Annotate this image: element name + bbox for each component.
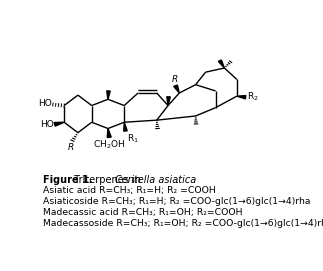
Text: Asiatic acid R=CH₃; R₁=H; R₂ =COOH: Asiatic acid R=CH₃; R₁=H; R₂ =COOH <box>43 186 216 195</box>
Text: R$_1$: R$_1$ <box>127 133 139 145</box>
Text: Triterpenes in: Triterpenes in <box>71 175 144 185</box>
Polygon shape <box>174 85 179 93</box>
Text: R$_2$: R$_2$ <box>247 91 259 104</box>
Polygon shape <box>218 60 224 68</box>
Polygon shape <box>237 96 246 99</box>
Text: .: . <box>176 175 179 185</box>
Text: R: R <box>67 143 74 152</box>
Text: HO: HO <box>40 120 54 129</box>
Text: Centella asiatica: Centella asiatica <box>116 175 197 185</box>
Text: Madecassic acid R=CH₃; R₁=OH; R₂=COOH: Madecassic acid R=CH₃; R₁=OH; R₂=COOH <box>43 208 242 217</box>
Text: HO: HO <box>38 99 52 108</box>
Polygon shape <box>54 122 64 126</box>
Polygon shape <box>167 97 170 105</box>
Text: Figure 1.: Figure 1. <box>43 175 92 185</box>
Text: Asiaticoside R=CH₃; R₁=H; R₂ =COO-glc(1→6)glc(1→4)rha: Asiaticoside R=CH₃; R₁=H; R₂ =COO-glc(1→… <box>43 197 310 206</box>
Text: R: R <box>172 75 178 84</box>
Polygon shape <box>107 91 110 99</box>
Text: CH$_2$OH: CH$_2$OH <box>93 139 125 151</box>
Polygon shape <box>124 122 127 131</box>
Text: Madecassoside R=CH₃; R₁=OH; R₂ =COO-glc(1→6)glc(1→4)rha: Madecassoside R=CH₃; R₁=OH; R₂ =COO-glc(… <box>43 219 323 228</box>
Polygon shape <box>107 128 111 137</box>
